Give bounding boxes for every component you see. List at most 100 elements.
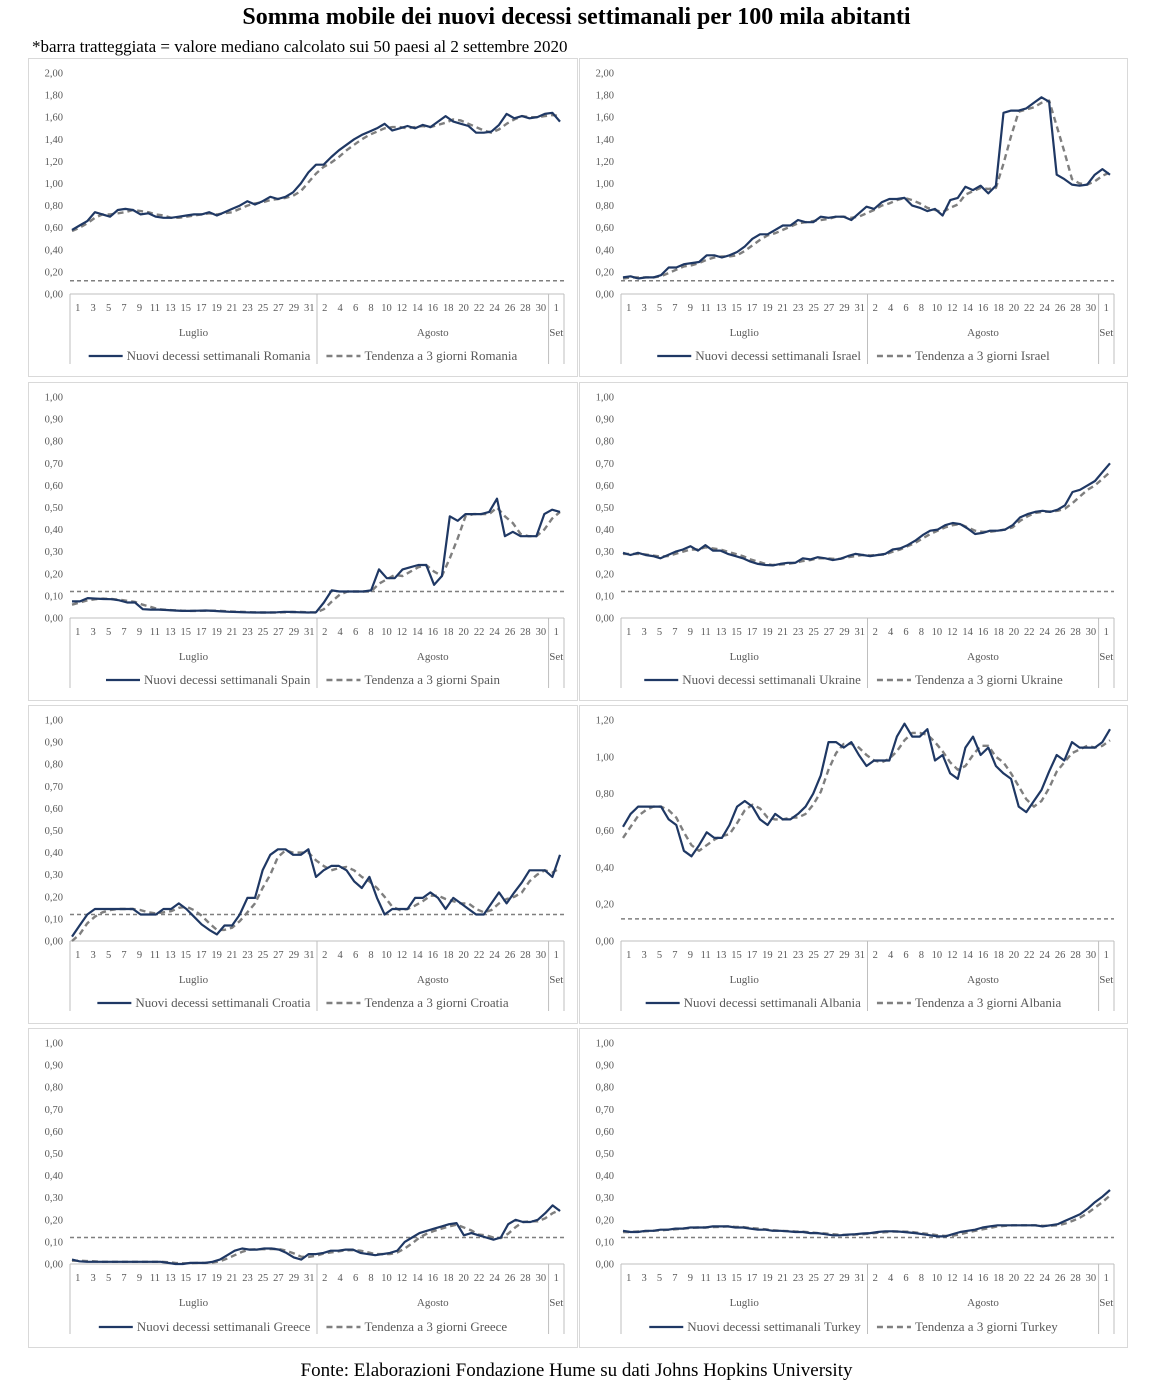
x-tick-label: 30 bbox=[536, 303, 547, 314]
y-tick-label: 0,30 bbox=[45, 547, 63, 558]
series-line-new-deaths bbox=[71, 848, 562, 938]
x-tick-label: 1 bbox=[1104, 950, 1109, 961]
x-tick-label: 8 bbox=[368, 627, 373, 638]
y-tick-label: 0,20 bbox=[45, 892, 63, 903]
line-chart-spain: 0,00 0,10 0,20 0,30 0,40 0,50 0,60 0,70 0,80 0,90… bbox=[45, 393, 565, 688]
line-chart-israel: 0,00 0,20 0,40 0,60 0,80 1,00 1,20 1,40 1,60 1,80… bbox=[596, 69, 1115, 364]
month-label: Luglio bbox=[730, 327, 760, 339]
x-tick-label: 20 bbox=[458, 950, 469, 961]
x-tick-label: 6 bbox=[903, 950, 908, 961]
x-tick-label: 21 bbox=[227, 950, 238, 961]
x-tick-label: 26 bbox=[1055, 1273, 1066, 1284]
x-tick-label: 23 bbox=[242, 950, 253, 961]
y-tick-label: 0,30 bbox=[596, 547, 614, 558]
chart-legend: Nuovi decessi settimanali Turkey Tendenza… bbox=[649, 1319, 1058, 1334]
chart-panel-turkey: 0,00 0,10 0,20 0,30 0,40 0,50 0,60 0,70 0,80 0,90… bbox=[579, 1028, 1128, 1348]
month-label: Agosto bbox=[417, 974, 449, 986]
y-tick-label: 0,10 bbox=[596, 1237, 614, 1248]
x-tick-label: 22 bbox=[474, 627, 485, 638]
y-tick-label: 1,00 bbox=[596, 1039, 614, 1050]
y-tick-label: 0,50 bbox=[596, 503, 614, 514]
series-line-3day-trend bbox=[71, 506, 561, 614]
x-tick-label: 9 bbox=[137, 627, 142, 638]
x-tick-label: 10 bbox=[381, 1273, 392, 1284]
x-tick-label: 14 bbox=[412, 627, 423, 638]
page-subtitle: *barra tratteggiata = valore mediano cal… bbox=[32, 37, 568, 56]
x-tick-label: 4 bbox=[338, 627, 344, 638]
x-tick-label: 2 bbox=[873, 950, 878, 961]
y-tick-label: 1,00 bbox=[45, 1039, 63, 1050]
line-chart-croatia: 0,00 0,10 0,20 0,30 0,40 0,50 0,60 0,70 0,80 0,90… bbox=[45, 716, 565, 1011]
x-tick-label: 18 bbox=[443, 303, 454, 314]
x-tick-label: 29 bbox=[289, 303, 300, 314]
x-tick-label: 12 bbox=[397, 1273, 408, 1284]
y-tick-label: 2,00 bbox=[596, 69, 614, 80]
x-tick-label: 10 bbox=[932, 950, 943, 961]
y-tick-label: 0,20 bbox=[596, 267, 614, 278]
y-tick-label: 0,20 bbox=[45, 1215, 63, 1226]
x-tick-label: 19 bbox=[211, 950, 222, 961]
legend-label-new-deaths: Nuovi decessi settimanali Ukraine bbox=[682, 672, 861, 687]
x-tick-label: 21 bbox=[227, 627, 238, 638]
y-tick-label: 0,60 bbox=[45, 223, 63, 234]
x-tick-label: 2 bbox=[873, 303, 878, 314]
x-tick-label: 16 bbox=[428, 627, 439, 638]
x-tick-label: 26 bbox=[1055, 303, 1066, 314]
x-tick-label: 27 bbox=[273, 950, 284, 961]
x-tick-label: 15 bbox=[181, 627, 192, 638]
y-tick-label: 1,20 bbox=[45, 157, 63, 168]
x-tick-label: 4 bbox=[888, 303, 894, 314]
x-tick-label: 29 bbox=[839, 303, 850, 314]
x-tick-label: 1 bbox=[626, 627, 631, 638]
line-chart-ukraine: 0,00 0,10 0,20 0,30 0,40 0,50 0,60 0,70 0,80 0,90… bbox=[596, 393, 1115, 688]
month-label: Set bbox=[549, 974, 563, 986]
month-label: Luglio bbox=[179, 327, 209, 339]
x-tick-label: 2 bbox=[873, 1273, 878, 1284]
y-tick-label: 0,20 bbox=[596, 900, 614, 911]
x-tick-label: 9 bbox=[688, 303, 693, 314]
x-tick-label: 29 bbox=[839, 1273, 850, 1284]
chart-panel-albania: 0,00 0,20 0,40 0,60 0,80 1,00 1,20 1 3 5 7 9 11 13 15 1… bbox=[579, 705, 1128, 1024]
x-tick-label: 25 bbox=[808, 627, 819, 638]
y-tick-label: 1,20 bbox=[596, 716, 614, 727]
x-tick-label: 4 bbox=[888, 950, 894, 961]
x-tick-label: 10 bbox=[932, 1273, 943, 1284]
x-tick-label: 18 bbox=[443, 950, 454, 961]
x-tick-label: 29 bbox=[289, 950, 300, 961]
legend-label-new-deaths: Nuovi decessi settimanali Greece bbox=[137, 1319, 311, 1334]
month-label: Luglio bbox=[730, 1297, 760, 1309]
line-chart-albania: 0,000,200,400,600,801,001,201 3 5 7 9 11 13 15 1… bbox=[596, 716, 1115, 1011]
x-tick-label: 11 bbox=[701, 303, 711, 314]
x-tick-label: 17 bbox=[196, 303, 207, 314]
x-tick-label: 1 bbox=[1104, 1273, 1109, 1284]
x-tick-label: 14 bbox=[412, 1273, 423, 1284]
x-tick-label: 30 bbox=[1086, 303, 1097, 314]
y-tick-label: 0,70 bbox=[45, 459, 63, 470]
x-tick-label: 1 bbox=[626, 950, 631, 961]
x-tick-label: 12 bbox=[947, 1273, 958, 1284]
legend-label-3day-trend: Tendenza a 3 giorni Croatia bbox=[364, 995, 508, 1010]
x-tick-label: 1 bbox=[554, 627, 559, 638]
x-tick-label: 2 bbox=[322, 627, 327, 638]
x-tick-label: 19 bbox=[211, 303, 222, 314]
x-tick-label: 6 bbox=[903, 1273, 908, 1284]
y-tick-label: 0,60 bbox=[596, 223, 614, 234]
y-tick-label: 0,30 bbox=[45, 1193, 63, 1204]
x-tick-label: 28 bbox=[520, 627, 531, 638]
x-tick-label: 17 bbox=[747, 950, 758, 961]
x-tick-label: 28 bbox=[520, 303, 531, 314]
series-line-new-deaths bbox=[622, 722, 1111, 858]
x-tick-label: 9 bbox=[137, 303, 142, 314]
y-tick-label: 0,80 bbox=[45, 201, 63, 212]
x-tick-label: 26 bbox=[505, 950, 516, 961]
x-tick-label: 7 bbox=[672, 627, 677, 638]
y-tick-label: 0,30 bbox=[596, 1193, 614, 1204]
x-tick-label: 20 bbox=[458, 1273, 469, 1284]
x-tick-label: 24 bbox=[489, 950, 500, 961]
x-tick-label: 1 bbox=[75, 950, 80, 961]
x-tick-label: 12 bbox=[397, 950, 408, 961]
x-tick-label: 15 bbox=[731, 1273, 742, 1284]
x-tick-label: 23 bbox=[242, 1273, 253, 1284]
y-tick-label: 0,40 bbox=[45, 525, 63, 536]
x-tick-label: 15 bbox=[181, 950, 192, 961]
